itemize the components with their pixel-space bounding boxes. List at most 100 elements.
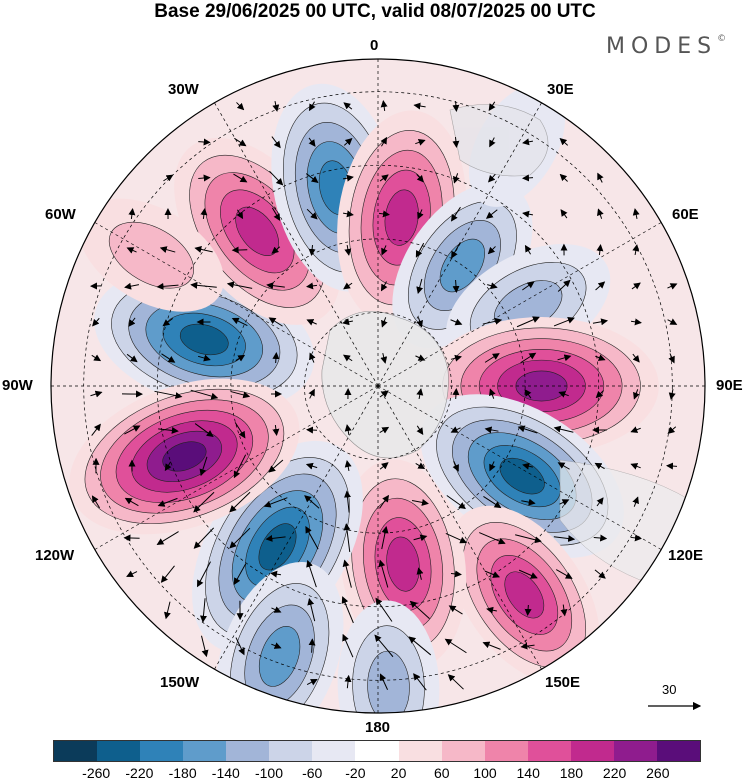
wind-vector xyxy=(128,317,136,327)
wind-vector xyxy=(124,497,139,507)
wind-vector xyxy=(632,208,640,219)
wind-vector xyxy=(559,499,570,506)
anomaly-contour xyxy=(258,626,301,687)
wind-vector xyxy=(560,209,568,219)
map-title: Base 29/06/2025 00 UTC, valid 08/07/2025… xyxy=(154,1,596,22)
wind-vector xyxy=(520,642,535,650)
wind-vector xyxy=(445,532,468,544)
arctic-land xyxy=(321,310,449,459)
colorbar-tick-label: 260 xyxy=(646,765,670,781)
wind-vector xyxy=(306,426,318,434)
wind-vector xyxy=(415,462,426,470)
wind-vector xyxy=(379,174,389,182)
wind-vector xyxy=(379,390,389,398)
wind-vector xyxy=(342,210,354,218)
wind-vector xyxy=(197,561,211,588)
wind-vector xyxy=(379,673,389,690)
wind-vector xyxy=(595,281,606,291)
wind-vector xyxy=(306,319,317,326)
wind-vector xyxy=(595,390,604,399)
wind-vector xyxy=(306,559,317,588)
wind-vector xyxy=(553,425,574,433)
wind-vector xyxy=(555,569,573,579)
wind-vector xyxy=(487,282,498,290)
wind-vector xyxy=(521,498,536,506)
colorbar-swatch xyxy=(54,741,98,761)
meridian-line xyxy=(377,102,542,387)
colorbar-swatch xyxy=(613,741,657,761)
wind-vector xyxy=(409,600,430,619)
wind-vector xyxy=(452,460,459,472)
wind-vector xyxy=(194,245,213,253)
wind-vector xyxy=(484,353,500,363)
wind-vector xyxy=(630,463,641,470)
meridian-line xyxy=(377,385,662,550)
colorbar-tick-label: 180 xyxy=(559,765,584,781)
wind-vector xyxy=(271,246,281,254)
wind-vector xyxy=(309,352,316,363)
wind-vector xyxy=(263,497,288,508)
wind-vector xyxy=(416,278,424,294)
anomaly-contour xyxy=(504,571,545,619)
wind-vector xyxy=(231,317,248,327)
colorbar-swatch xyxy=(269,741,313,761)
wind-vector xyxy=(268,459,284,473)
wind-vector xyxy=(450,206,461,222)
wind-vector xyxy=(305,462,318,470)
wind-vector xyxy=(448,605,463,615)
meridian-line xyxy=(214,102,379,387)
wind-vector xyxy=(124,425,141,435)
wind-vector xyxy=(597,208,604,219)
wind-vector xyxy=(416,173,424,183)
wind-vector xyxy=(308,388,315,399)
wind-vector xyxy=(518,569,538,579)
wind-vector xyxy=(515,534,542,544)
wind-vector xyxy=(559,138,569,146)
wind-vector xyxy=(233,563,247,586)
wind-vector xyxy=(667,318,678,325)
wind-vector xyxy=(416,425,424,436)
wind-vector xyxy=(415,242,425,258)
anomaly-contour xyxy=(499,457,545,495)
colorbar-tick-label: -100 xyxy=(254,765,284,781)
colorbar-tick-label: -260 xyxy=(82,765,111,781)
wind-vector xyxy=(269,170,284,186)
wind-vector xyxy=(305,173,319,184)
wind-vector xyxy=(488,173,496,183)
wind-vector xyxy=(557,462,570,470)
wind-vector xyxy=(489,461,496,472)
wind-vector xyxy=(417,209,424,220)
lon-label-90w: 90W xyxy=(2,377,33,394)
scandinavia-land xyxy=(449,104,549,177)
wind-vector xyxy=(156,282,179,290)
wind-vector xyxy=(229,527,251,549)
colorbar-tick-label: -220 xyxy=(125,765,154,781)
wind-vector xyxy=(236,209,244,220)
wind-vector xyxy=(344,460,352,472)
brand-name: MODES xyxy=(606,34,718,59)
wind-vector xyxy=(199,456,208,477)
brand-copyright-mark: © xyxy=(717,34,727,44)
land-mask xyxy=(321,104,691,581)
map-border xyxy=(50,58,706,714)
wind-vector xyxy=(631,282,641,290)
colorbar-ticks: -260 -220 -180 -140 -100 -60 -20 20 60 100 140 180 2… xyxy=(0,765,750,783)
wind-vector xyxy=(344,674,352,689)
wind-vector xyxy=(230,391,251,399)
lon-label-30w: 30W xyxy=(168,81,199,98)
wind-vector xyxy=(226,281,253,289)
wind-vector xyxy=(236,102,245,111)
wind-vector xyxy=(482,641,501,650)
wind-vector xyxy=(632,353,640,363)
lon-label-120w: 120W xyxy=(35,547,75,564)
wind-vector xyxy=(450,570,462,578)
meridian-line xyxy=(94,222,379,387)
lon-label-120e: 120E xyxy=(668,547,704,564)
wind-vector xyxy=(487,246,496,255)
wind-vector xyxy=(594,462,605,470)
colorbar-tick-label: 60 xyxy=(434,765,450,781)
wind-vector xyxy=(343,102,353,110)
wind-vector xyxy=(91,354,102,362)
wind-vector xyxy=(557,354,572,362)
